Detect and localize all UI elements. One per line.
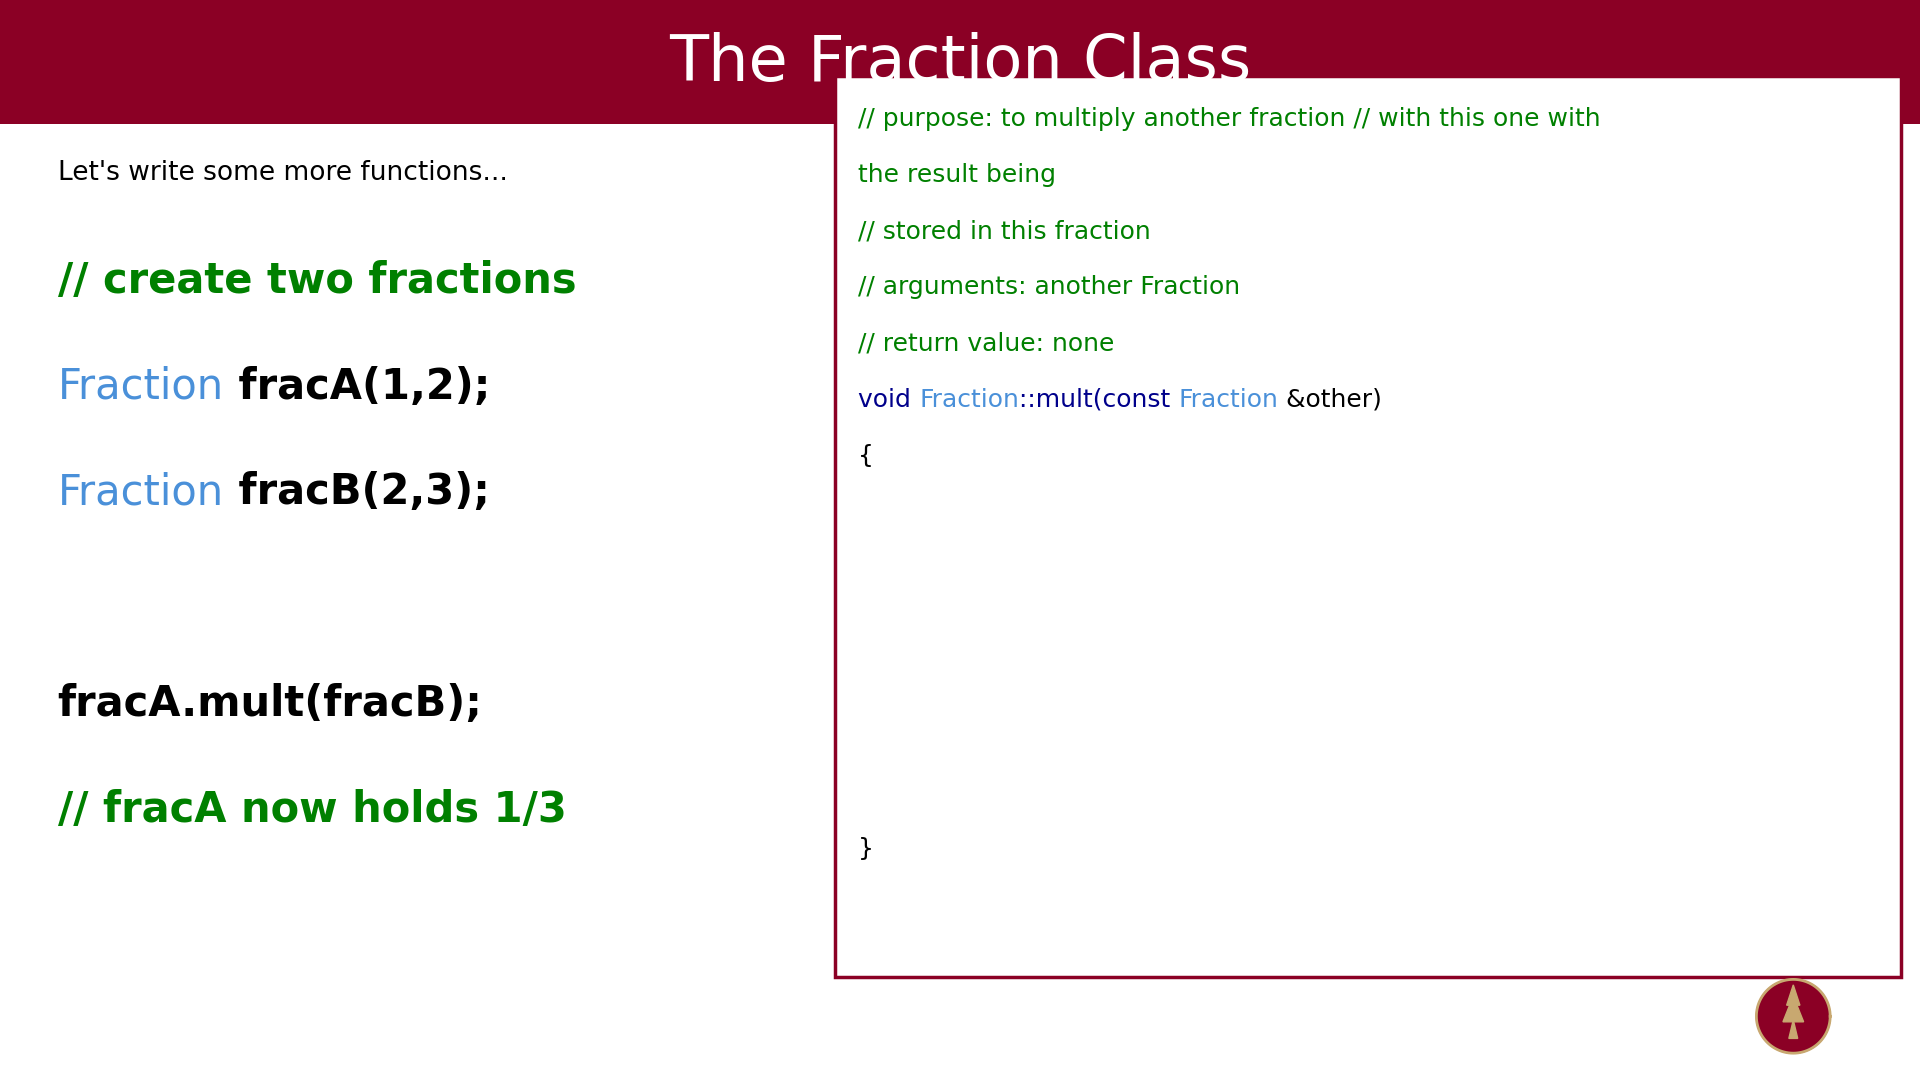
Text: Fraction: Fraction [58,366,225,407]
Polygon shape [1784,996,1803,1022]
Text: &other): &other) [1279,388,1382,411]
Text: // fracA now holds 1/3: // fracA now holds 1/3 [58,789,566,831]
Text: // arguments: another Fraction: // arguments: another Fraction [858,275,1240,299]
Text: // create two fractions: // create two fractions [58,260,576,301]
Text: fracB(2,3);: fracB(2,3); [225,472,490,513]
Text: the result being: the result being [858,163,1056,187]
Text: // stored in this fraction: // stored in this fraction [858,219,1150,243]
Text: Fraction: Fraction [920,388,1020,411]
Polygon shape [1789,1020,1797,1039]
Text: // purpose: to multiply another fraction // with this one with: // purpose: to multiply another fraction… [858,107,1601,131]
Polygon shape [1788,985,1799,1005]
Text: fracA.mult(fracB);: fracA.mult(fracB); [58,684,482,725]
Text: {: { [858,444,874,468]
Text: fracA(1,2);: fracA(1,2); [225,366,490,407]
Text: void: void [858,388,920,411]
Text: Fraction: Fraction [58,472,225,513]
Text: Fraction: Fraction [1179,388,1279,411]
FancyBboxPatch shape [835,76,1901,977]
Text: // return value: none: // return value: none [858,332,1116,355]
Text: ::mult(const: ::mult(const [1020,388,1179,411]
FancyBboxPatch shape [0,0,1920,124]
Text: The Fraction Class: The Fraction Class [668,31,1252,94]
Polygon shape [1757,980,1830,1053]
Text: Let's write some more functions...: Let's write some more functions... [58,160,507,186]
Text: }: } [858,837,874,861]
